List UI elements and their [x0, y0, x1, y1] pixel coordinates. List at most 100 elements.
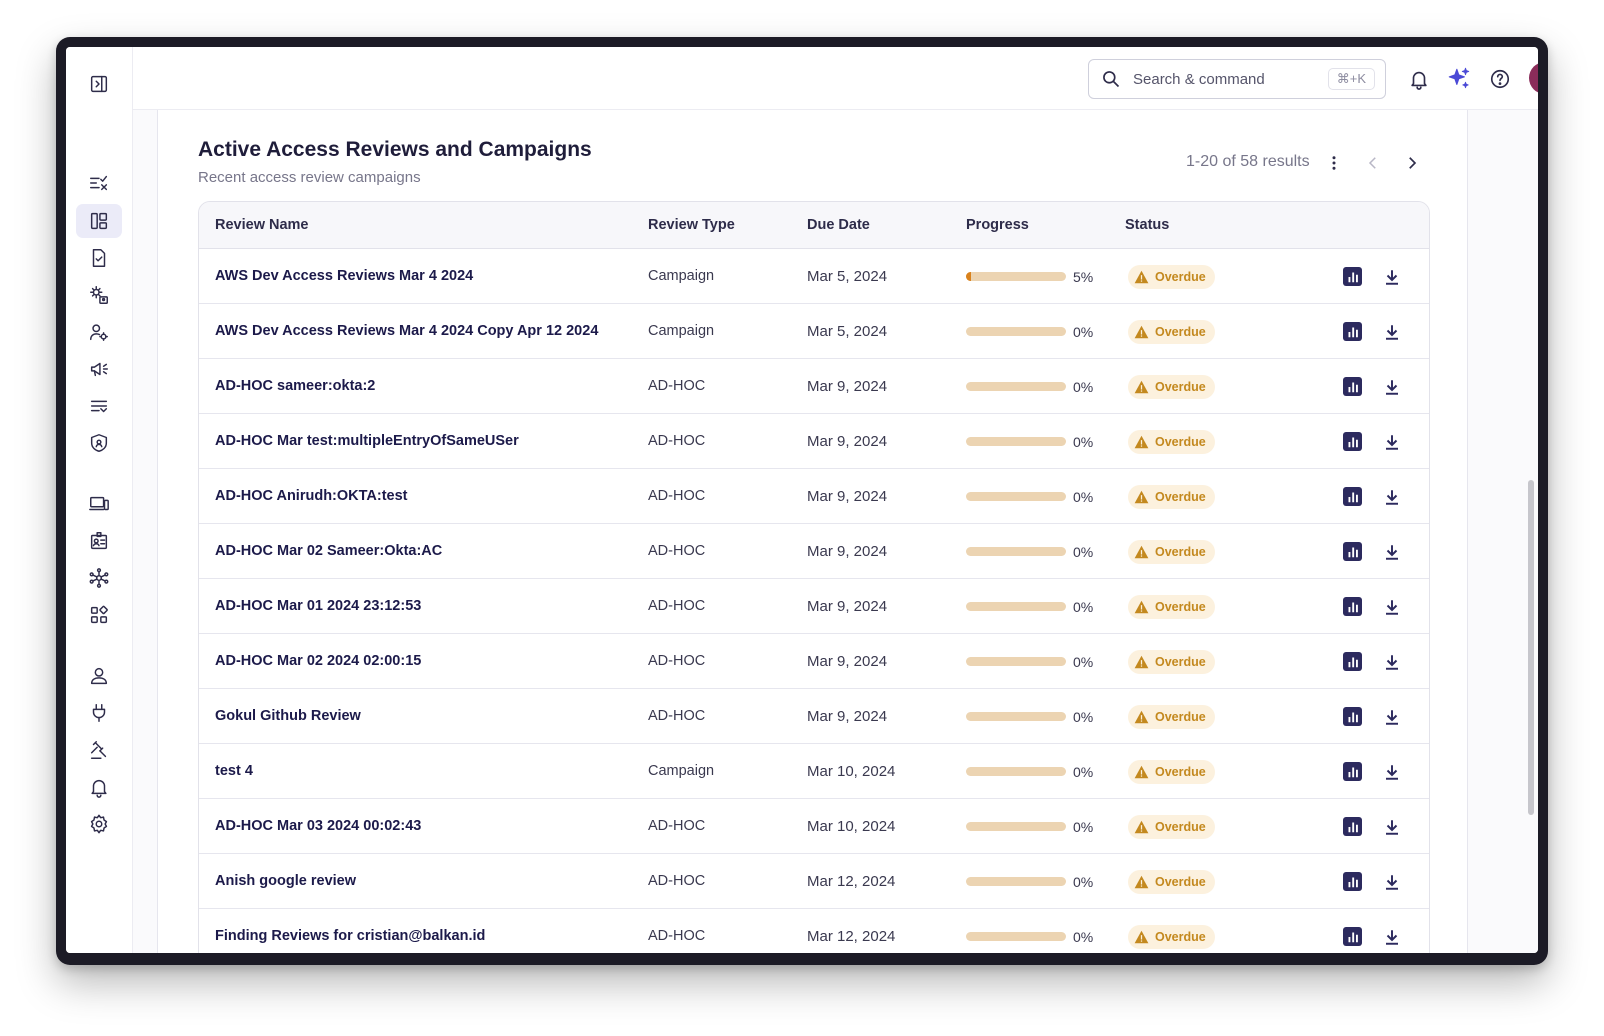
column-header-progress[interactable]: Progress — [966, 217, 1029, 233]
table-row[interactable]: AWS Dev Access Reviews Mar 4 2024 Copy A… — [199, 304, 1429, 359]
download-icon[interactable] — [1381, 541, 1403, 563]
search-input[interactable]: Search & command ⌘+K — [1088, 59, 1386, 99]
status-badge: Overdue — [1128, 760, 1215, 784]
shield-icon[interactable] — [76, 426, 122, 460]
review-name[interactable]: Gokul Github Review — [215, 708, 361, 724]
column-header-due-date[interactable]: Due Date — [807, 217, 870, 233]
avatar[interactable]: K — [1529, 62, 1538, 94]
progress-percent: 0% — [1073, 929, 1094, 945]
id-card-icon[interactable] — [76, 524, 122, 558]
download-icon[interactable] — [1381, 596, 1403, 618]
download-icon[interactable] — [1381, 376, 1403, 398]
column-header-status[interactable]: Status — [1125, 217, 1170, 233]
download-icon[interactable] — [1381, 761, 1403, 783]
ai-sparkle-icon[interactable] — [1445, 65, 1473, 93]
review-name[interactable]: Finding Reviews for cristian@balkan.id — [215, 928, 486, 944]
report-chart-icon[interactable] — [1343, 432, 1362, 451]
review-name[interactable]: AWS Dev Access Reviews Mar 4 2024 Copy A… — [215, 323, 599, 339]
review-name[interactable]: test 4 — [215, 763, 253, 779]
help-icon[interactable] — [1486, 65, 1514, 93]
report-chart-icon[interactable] — [1343, 377, 1362, 396]
download-icon[interactable] — [1381, 651, 1403, 673]
report-chart-icon[interactable] — [1343, 762, 1362, 781]
review-name[interactable]: AD-HOC Mar test:multipleEntryOfSameUSer — [215, 433, 519, 449]
gavel-icon[interactable] — [76, 733, 122, 767]
network-icon[interactable] — [76, 561, 122, 595]
review-name[interactable]: AD-HOC Anirudh:OKTA:test — [215, 488, 408, 504]
download-icon[interactable] — [1381, 871, 1403, 893]
table-row[interactable]: AD-HOC Mar test:multipleEntryOfSameUSer … — [199, 414, 1429, 469]
collapse-sidebar-icon[interactable] — [76, 67, 122, 101]
more-options-icon[interactable] — [1321, 150, 1347, 176]
review-type: AD-HOC — [648, 378, 706, 394]
table-row[interactable]: AWS Dev Access Reviews Mar 4 2024 Campai… — [199, 249, 1429, 304]
review-type: AD-HOC — [648, 708, 706, 724]
table-row[interactable]: AD-HOC Anirudh:OKTA:test AD-HOC Mar 9, 2… — [199, 469, 1429, 524]
notifications-bell-icon[interactable] — [1405, 65, 1433, 93]
table-row[interactable]: AD-HOC Mar 02 2024 02:00:15 AD-HOC Mar 9… — [199, 634, 1429, 689]
warning-icon — [1134, 820, 1149, 834]
report-chart-icon[interactable] — [1343, 652, 1362, 671]
report-chart-icon[interactable] — [1343, 487, 1362, 506]
progress-percent: 0% — [1073, 434, 1094, 450]
user-gear-icon[interactable] — [76, 315, 122, 349]
table-row[interactable]: Anish google review AD-HOC Mar 12, 2024 … — [199, 854, 1429, 909]
progress-bar — [966, 437, 1066, 446]
apps-icon[interactable] — [76, 598, 122, 632]
review-name[interactable]: AD-HOC sameer:okta:2 — [215, 378, 376, 394]
next-page-icon[interactable] — [1399, 150, 1425, 176]
table-row[interactable]: Finding Reviews for cristian@balkan.id A… — [199, 909, 1429, 953]
review-type: AD-HOC — [648, 488, 706, 504]
devices-icon[interactable] — [76, 487, 122, 521]
status-text: Overdue — [1155, 655, 1206, 669]
warning-icon — [1134, 435, 1149, 449]
dashboard-icon[interactable] — [76, 204, 122, 238]
download-icon[interactable] — [1381, 926, 1403, 948]
table-row[interactable]: test 4 Campaign Mar 10, 2024 0% Overdue — [199, 744, 1429, 799]
report-chart-icon[interactable] — [1343, 817, 1362, 836]
report-chart-icon[interactable] — [1343, 267, 1362, 286]
download-icon[interactable] — [1381, 266, 1403, 288]
report-chart-icon[interactable] — [1343, 707, 1362, 726]
download-icon[interactable] — [1381, 706, 1403, 728]
table-row[interactable]: AD-HOC Mar 01 2024 23:12:53 AD-HOC Mar 9… — [199, 579, 1429, 634]
download-icon[interactable] — [1381, 486, 1403, 508]
document-check-icon[interactable] — [76, 241, 122, 275]
table-body: AWS Dev Access Reviews Mar 4 2024 Campai… — [199, 249, 1429, 953]
report-chart-icon[interactable] — [1343, 927, 1362, 946]
results-count: 1-20 of 58 results — [1186, 153, 1310, 170]
review-name[interactable]: AD-HOC Mar 03 2024 00:02:43 — [215, 818, 422, 834]
due-date: Mar 9, 2024 — [807, 598, 888, 615]
download-icon[interactable] — [1381, 321, 1403, 343]
bell-icon[interactable] — [76, 770, 122, 804]
download-icon[interactable] — [1381, 816, 1403, 838]
megaphone-icon[interactable] — [76, 352, 122, 386]
filter-list-icon[interactable] — [76, 389, 122, 423]
top-header: Search & command ⌘+K K — [133, 47, 1538, 110]
review-name[interactable]: AD-HOC Mar 02 Sameer:Okta:AC — [215, 543, 443, 559]
gear-icon[interactable] — [76, 807, 122, 841]
review-name[interactable]: Anish google review — [215, 873, 356, 889]
table-row[interactable]: AD-HOC sameer:okta:2 AD-HOC Mar 9, 2024 … — [199, 359, 1429, 414]
user-icon[interactable] — [76, 659, 122, 693]
tasks-icon[interactable] — [76, 166, 122, 200]
status-badge: Overdue — [1128, 925, 1215, 949]
report-chart-icon[interactable] — [1343, 542, 1362, 561]
report-chart-icon[interactable] — [1343, 597, 1362, 616]
report-chart-icon[interactable] — [1343, 322, 1362, 341]
table-row[interactable]: Gokul Github Review AD-HOC Mar 9, 2024 0… — [199, 689, 1429, 744]
review-name[interactable]: AD-HOC Mar 02 2024 02:00:15 — [215, 653, 422, 669]
table-row[interactable]: AD-HOC Mar 02 Sameer:Okta:AC AD-HOC Mar … — [199, 524, 1429, 579]
column-header-review-name[interactable]: Review Name — [215, 217, 309, 233]
column-header-review-type[interactable]: Review Type — [648, 217, 735, 233]
table-row[interactable]: AD-HOC Mar 03 2024 00:02:43 AD-HOC Mar 1… — [199, 799, 1429, 854]
download-icon[interactable] — [1381, 431, 1403, 453]
settings-users-icon[interactable] — [76, 278, 122, 312]
previous-page-icon[interactable] — [1360, 150, 1386, 176]
page-scrollbar[interactable] — [1528, 480, 1534, 815]
review-name[interactable]: AD-HOC Mar 01 2024 23:12:53 — [215, 598, 422, 614]
status-badge: Overdue — [1128, 430, 1215, 454]
plug-icon[interactable] — [76, 696, 122, 730]
review-name[interactable]: AWS Dev Access Reviews Mar 4 2024 — [215, 268, 474, 284]
report-chart-icon[interactable] — [1343, 872, 1362, 891]
